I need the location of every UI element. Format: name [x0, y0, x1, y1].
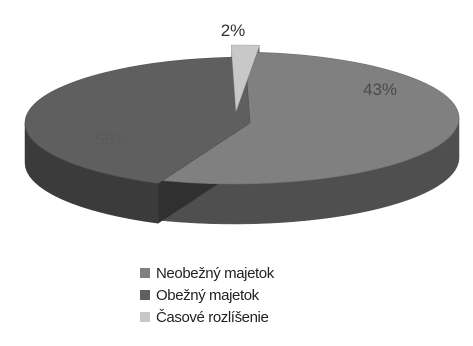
legend: Neobežný majetok Obežný majetok Časové r… — [140, 262, 274, 328]
pie-slice-obežný-majetok — [24, 56, 251, 184]
legend-label: Neobežný majetok — [156, 264, 274, 282]
pie-slice-tops — [24, 44, 460, 185]
legend-item-casove-rozlisenie: Časové rozlíšenie — [140, 306, 274, 328]
data-label-43pct: 43% — [363, 80, 397, 99]
data-label-55pct: 55% — [95, 130, 129, 149]
pie-slice-neobežný-majetok — [141, 52, 460, 185]
legend-item-obezny-majetok: Obežný majetok — [140, 284, 274, 306]
legend-label: Obežný majetok — [156, 286, 259, 304]
pie-slice-časové-rozlíšenie — [230, 44, 260, 112]
legend-item-neobezny-majetok: Neobežný majetok — [140, 262, 274, 284]
legend-label: Časové rozlíšenie — [156, 308, 269, 326]
legend-swatch — [140, 290, 150, 300]
pie-data-labels: 55% 43% 2% — [95, 21, 397, 149]
data-label-2pct: 2% — [221, 21, 246, 40]
legend-swatch — [140, 312, 150, 322]
legend-swatch — [140, 268, 150, 278]
